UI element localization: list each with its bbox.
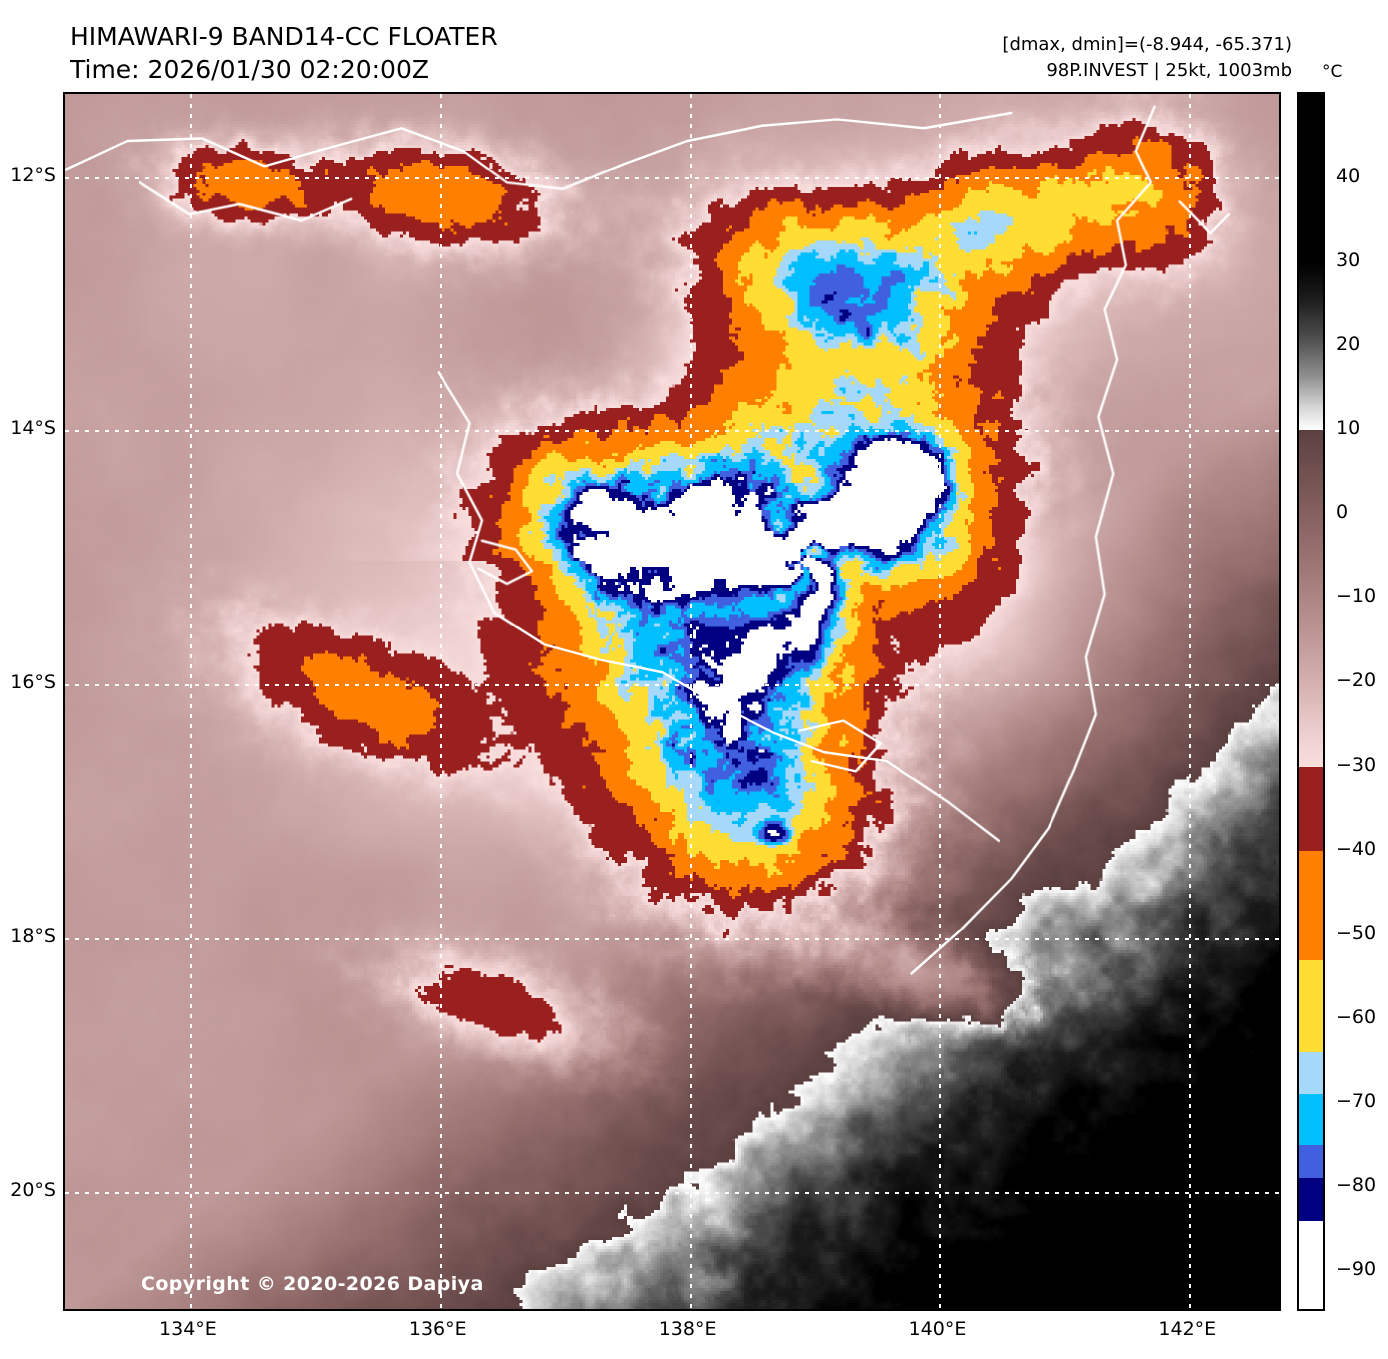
colorbar-tick: −10 [1336,585,1377,608]
dmax-dmin-label: [dmax, dmin]=(-8.944, -65.371) [1002,34,1292,55]
colorbar-tick: 0 [1336,501,1349,524]
colorbar-tick: −80 [1336,1173,1377,1196]
colorbar-tick: −70 [1336,1089,1377,1112]
colorbar-tick: 40 [1336,165,1361,188]
colorbar-segment [1299,262,1323,431]
colorbar-segment [1299,1220,1323,1309]
coastline-overlay [65,94,1279,1309]
ytick-label: 14°S [10,417,56,440]
colorbar-segment [1299,1052,1323,1095]
ytick-label: 12°S [10,163,56,186]
colorbar-tick: −20 [1336,669,1377,692]
colorbar-tick: 10 [1336,417,1361,440]
xtick-label: 140°E [908,1318,967,1340]
timestamp-label: Time: 2026/01/30 02:20:00Z [70,55,429,84]
colorbar-tick: −40 [1336,837,1377,860]
ytick-label: 18°S [10,925,56,948]
xtick-label: 142°E [1158,1318,1217,1340]
page-title: HIMAWARI-9 BAND14-CC FLOATER [70,22,498,51]
xtick-label: 136°E [408,1318,467,1340]
xtick-label: 138°E [658,1318,717,1340]
colorbar-unit-label: °C [1322,62,1343,82]
colorbar-tick: −30 [1336,753,1377,776]
colorbar-tick: −90 [1336,1257,1377,1280]
copyright-label: Copyright © 2020-2026 Dapiya [141,1273,484,1295]
header-title-block: HIMAWARI-9 BAND14-CC FLOATER Time: 2026/… [70,20,498,86]
ytick-label: 20°S [10,1179,56,1202]
colorbar-tick: −60 [1336,1005,1377,1028]
temperature-colorbar[interactable] [1297,92,1325,1311]
colorbar-tick: 30 [1336,249,1361,272]
ytick-label: 16°S [10,671,56,694]
header-meta-block: [dmax, dmin]=(-8.944, -65.371) 98P.INVES… [1002,32,1292,84]
colorbar-segment [1299,1178,1323,1221]
colorbar-tick: −50 [1336,921,1377,944]
colorbar-segment [1299,850,1323,960]
colorbar-segment [1299,766,1323,851]
xtick-label: 134°E [159,1318,217,1340]
storm-info-label: 98P.INVEST | 25kt, 1003mb [1046,60,1292,81]
colorbar-segment [1299,959,1323,1053]
colorbar-segment [1299,1094,1323,1145]
colorbar-tick: 20 [1336,333,1361,356]
colorbar-segment [1299,1144,1323,1179]
colorbar-segment [1299,430,1323,767]
colorbar-segment [1299,94,1323,263]
satellite-image-plot[interactable]: Copyright © 2020-2026 Dapiya [63,92,1281,1311]
satellite-infrared-raster [65,94,1279,1309]
